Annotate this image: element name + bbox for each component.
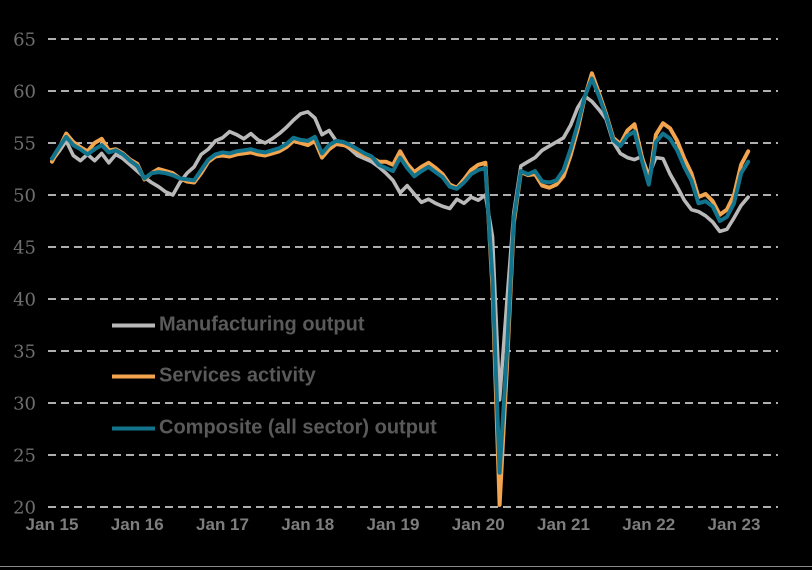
x-tick-label-jan-17: Jan 17: [196, 515, 249, 534]
y-tick-label-25: 25: [13, 446, 36, 467]
series-line-services-activity: [50, 71, 751, 507]
x-tick-label-jan-19: Jan 19: [367, 515, 420, 534]
legend-swatch-manufacturing: [112, 323, 155, 327]
legend-label-services: Services activity: [159, 364, 316, 387]
series-line-manufacturing-output: [50, 94, 751, 402]
legend-item-services: Services activity: [112, 365, 316, 388]
legend-swatch-composite: [112, 426, 155, 430]
x-tick-label-jan-15: Jan 15: [26, 515, 79, 534]
bottom-divider-line: [0, 566, 812, 567]
legend-item-composite: Composite (all sector) output: [112, 417, 437, 440]
x-tick-label-jan-21: Jan 21: [537, 515, 590, 534]
y-tick-label-55: 55: [13, 134, 36, 155]
y-tick-label-40: 40: [13, 290, 36, 311]
y-tick-label-30: 30: [13, 394, 36, 415]
y-tick-label-60: 60: [13, 82, 36, 103]
legend-swatch-services: [112, 374, 155, 378]
x-tick-label-jan-16: Jan 16: [111, 515, 164, 534]
x-tick-label-jan-18: Jan 18: [281, 515, 334, 534]
x-tick-label-jan-22: Jan 22: [622, 515, 675, 534]
y-tick-label-65: 65: [13, 30, 36, 51]
y-tick-label-45: 45: [13, 238, 36, 259]
x-tick-label-jan-20: Jan 20: [452, 515, 505, 534]
legend-label-manufacturing: Manufacturing output: [159, 313, 365, 336]
y-tick-label-20: 20: [13, 498, 36, 519]
x-tick-label-jan-23: Jan 23: [708, 515, 761, 534]
y-tick-label-35: 35: [13, 342, 36, 363]
legend-label-composite: Composite (all sector) output: [159, 416, 437, 439]
legend-item-manufacturing: Manufacturing output: [112, 314, 365, 337]
series-line-composite-all-sector-output: [50, 76, 751, 475]
y-tick-label-50: 50: [13, 186, 36, 207]
